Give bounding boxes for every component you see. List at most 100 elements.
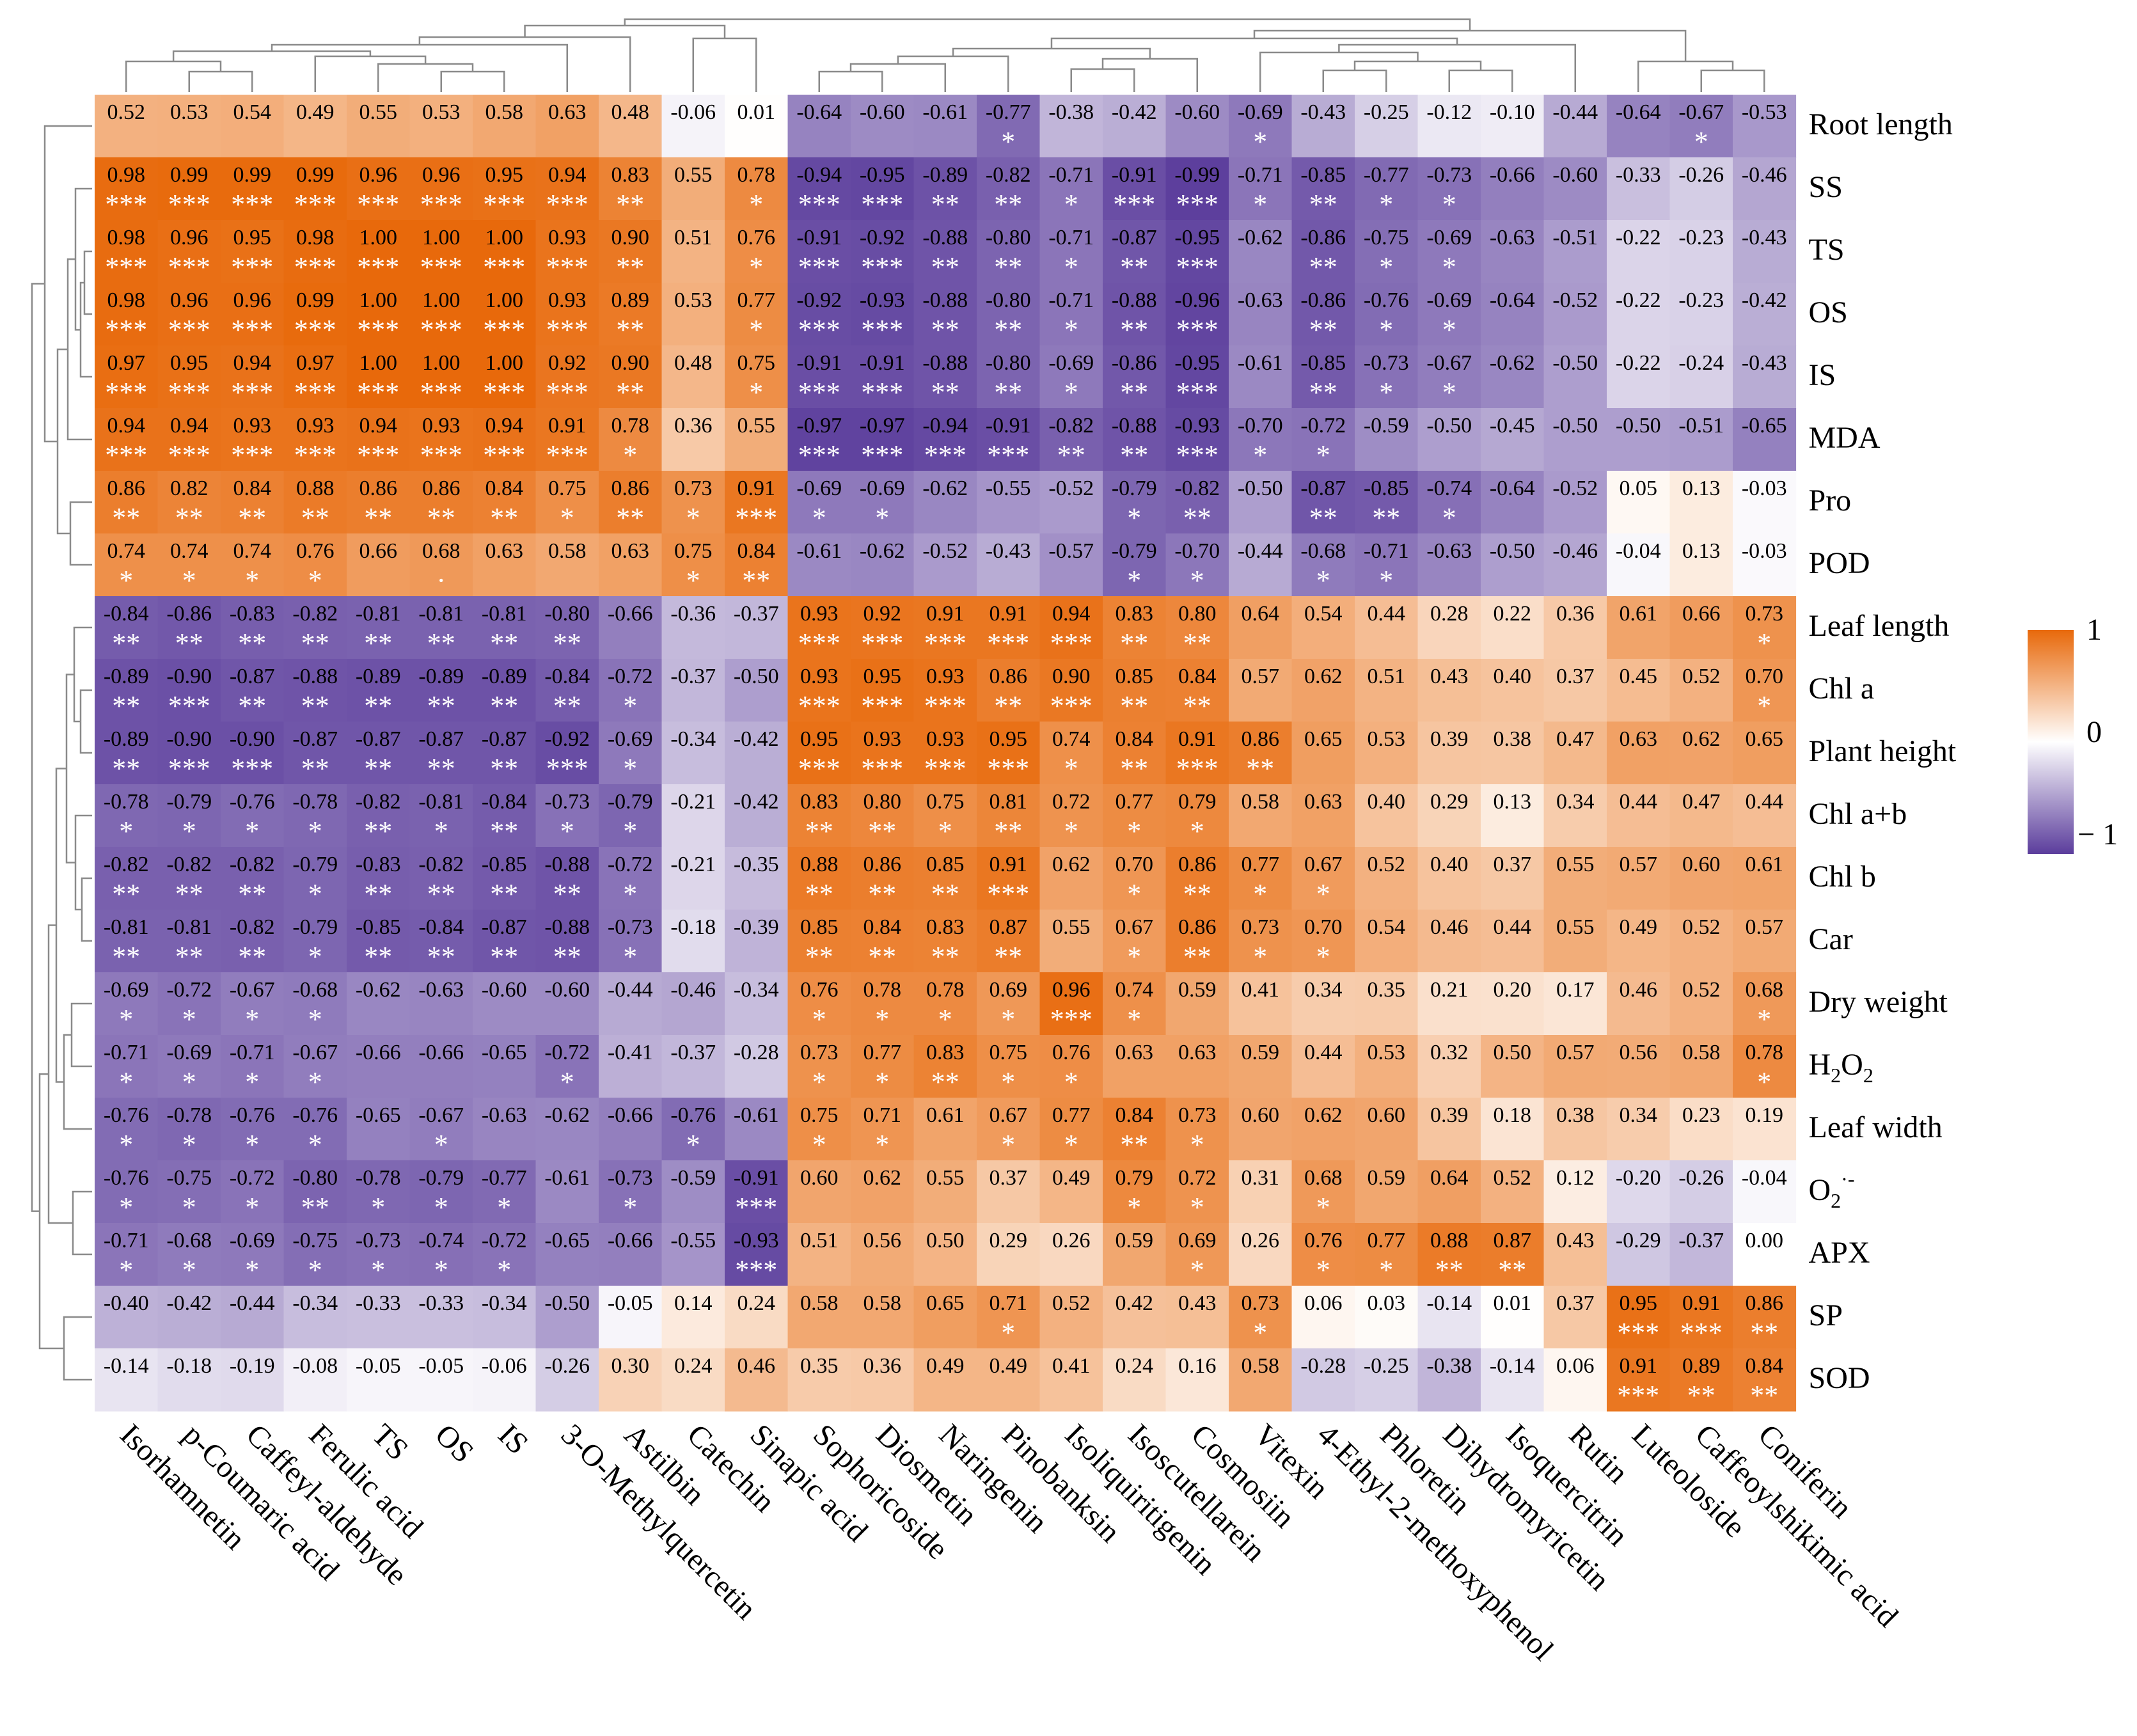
- cell-value-label: 0.36: [1556, 602, 1595, 626]
- significance-label: **: [364, 690, 392, 722]
- cell-value-label: -0.18: [670, 915, 716, 939]
- cell-value-label: -0.77: [1364, 163, 1409, 187]
- heatmap-cell: [221, 1098, 285, 1161]
- cell-value-label: 0.39: [1430, 727, 1469, 751]
- heatmap-cell: [725, 972, 789, 1036]
- significance-label: ***: [735, 1254, 777, 1286]
- heatmap-cell: [1481, 95, 1545, 158]
- significance-label: *: [308, 1066, 322, 1098]
- significance-label: ***: [861, 439, 903, 471]
- cell-value-label: 0.75: [674, 539, 713, 563]
- significance-label: **: [112, 941, 140, 972]
- legend-colorbar: [2028, 630, 2074, 854]
- significance-label: **: [427, 502, 455, 533]
- significance-label: ***: [420, 439, 462, 471]
- heatmap-cell: [1291, 1223, 1355, 1286]
- heatmap-cell: [599, 1223, 663, 1286]
- heatmap-cell: [1229, 408, 1293, 471]
- heatmap-cell: [1103, 95, 1167, 158]
- cell-value-label: -0.62: [860, 539, 905, 563]
- significance-label: **: [238, 878, 266, 910]
- heatmap-cell: [473, 1098, 537, 1161]
- cell-value-label: -0.61: [922, 100, 968, 124]
- cell-value-label: 0.87: [1494, 1229, 1532, 1252]
- heatmap-cell: [1291, 408, 1355, 471]
- heatmap-cell: [1607, 972, 1671, 1036]
- heatmap-cell: [1669, 1286, 1733, 1349]
- cell-value-label: 0.60: [1242, 1103, 1280, 1127]
- cell-value-label: 0.50: [1494, 1041, 1532, 1064]
- significance-label: ***: [546, 377, 588, 408]
- heatmap-cell: [1607, 659, 1671, 722]
- heatmap-cell: [1291, 972, 1355, 1036]
- cell-value-label: 0.22: [1494, 602, 1532, 626]
- row-label: Root length: [1809, 107, 1953, 141]
- cell-value-label: -0.71: [230, 1041, 275, 1064]
- heatmap-cell: [1417, 533, 1481, 597]
- heatmap-cell: [157, 847, 221, 910]
- cell-value-label: 0.86: [1746, 1291, 1784, 1315]
- cell-value-label: -0.87: [1300, 477, 1346, 500]
- heatmap-cell: [1733, 157, 1797, 221]
- cell-value-label: -0.75: [166, 1166, 212, 1190]
- significance-label: **: [1057, 439, 1085, 471]
- heatmap-cell: [1039, 1035, 1103, 1098]
- significance-label: **: [868, 816, 896, 847]
- heatmap-cell: [221, 847, 285, 910]
- cell-value-label: -0.14: [1426, 1291, 1472, 1315]
- heatmap-cell: [1039, 659, 1103, 722]
- cell-value-label: -0.42: [734, 790, 779, 814]
- heatmap-cell: [1669, 1160, 1733, 1224]
- heatmap-cell: [1291, 345, 1355, 409]
- heatmap-cell: [851, 1223, 915, 1286]
- cell-value-label: 0.64: [1242, 602, 1280, 626]
- heatmap-cell: [1543, 1223, 1607, 1286]
- heatmap-cell: [1543, 1286, 1607, 1349]
- cell-value-label: -0.42: [1112, 100, 1157, 124]
- significance-label: ***: [168, 251, 210, 283]
- cell-value-label: 0.36: [863, 1354, 902, 1378]
- heatmap-cell: [1165, 847, 1229, 910]
- cell-value-label: 0.55: [926, 1166, 965, 1190]
- significance-label: *: [1190, 816, 1204, 847]
- heatmap-cell: [661, 1160, 725, 1224]
- heatmap-cell: [409, 972, 473, 1036]
- heatmap-cell: [977, 1286, 1041, 1349]
- cell-value-label: 0.57: [1620, 853, 1658, 876]
- cell-value-label: 0.45: [1620, 665, 1658, 688]
- cell-value-label: 0.48: [674, 351, 713, 375]
- cell-value-label: 0.65: [1304, 727, 1343, 751]
- significance-label: *: [1379, 565, 1393, 596]
- heatmap-cell: [599, 408, 663, 471]
- heatmap-cell: [283, 345, 347, 409]
- heatmap-cell: [1733, 1035, 1797, 1098]
- cell-value-label: 0.51: [674, 226, 713, 249]
- significance-label: *: [875, 1129, 889, 1160]
- heatmap-cell: [95, 1286, 159, 1349]
- heatmap-cell: [347, 722, 411, 785]
- column-dendrogram: [125, 18, 1765, 92]
- heatmap-cell: [977, 1348, 1041, 1412]
- cell-value-label: 0.89: [1682, 1354, 1721, 1378]
- heatmap-cell: [913, 847, 977, 910]
- heatmap-cell: [1733, 283, 1797, 346]
- heatmap-cell: [221, 1348, 285, 1412]
- cell-value-label: 0.74: [1116, 978, 1154, 1002]
- heatmap-cell: [1165, 596, 1229, 659]
- heatmap-cell: [221, 533, 285, 597]
- heatmap-cell: [157, 784, 221, 848]
- heatmap-cell: [1481, 596, 1545, 659]
- cell-value-label: -0.66: [608, 1229, 653, 1252]
- heatmap-cell: [1481, 784, 1545, 848]
- cell-value-label: 0.74: [107, 539, 146, 563]
- heatmap-cell: [221, 1160, 285, 1224]
- significance-label: **: [175, 941, 203, 972]
- significance-label: ***: [105, 251, 147, 283]
- heatmap-cell: [1103, 1348, 1167, 1412]
- heatmap-cell: [221, 972, 285, 1036]
- cell-value-label: -0.87: [418, 727, 464, 751]
- cell-value-label: -0.68: [1300, 539, 1346, 563]
- legend-tick-high: 1: [2086, 613, 2102, 647]
- heatmap-cell: [95, 157, 159, 221]
- cell-value-label: -0.72: [544, 1041, 590, 1064]
